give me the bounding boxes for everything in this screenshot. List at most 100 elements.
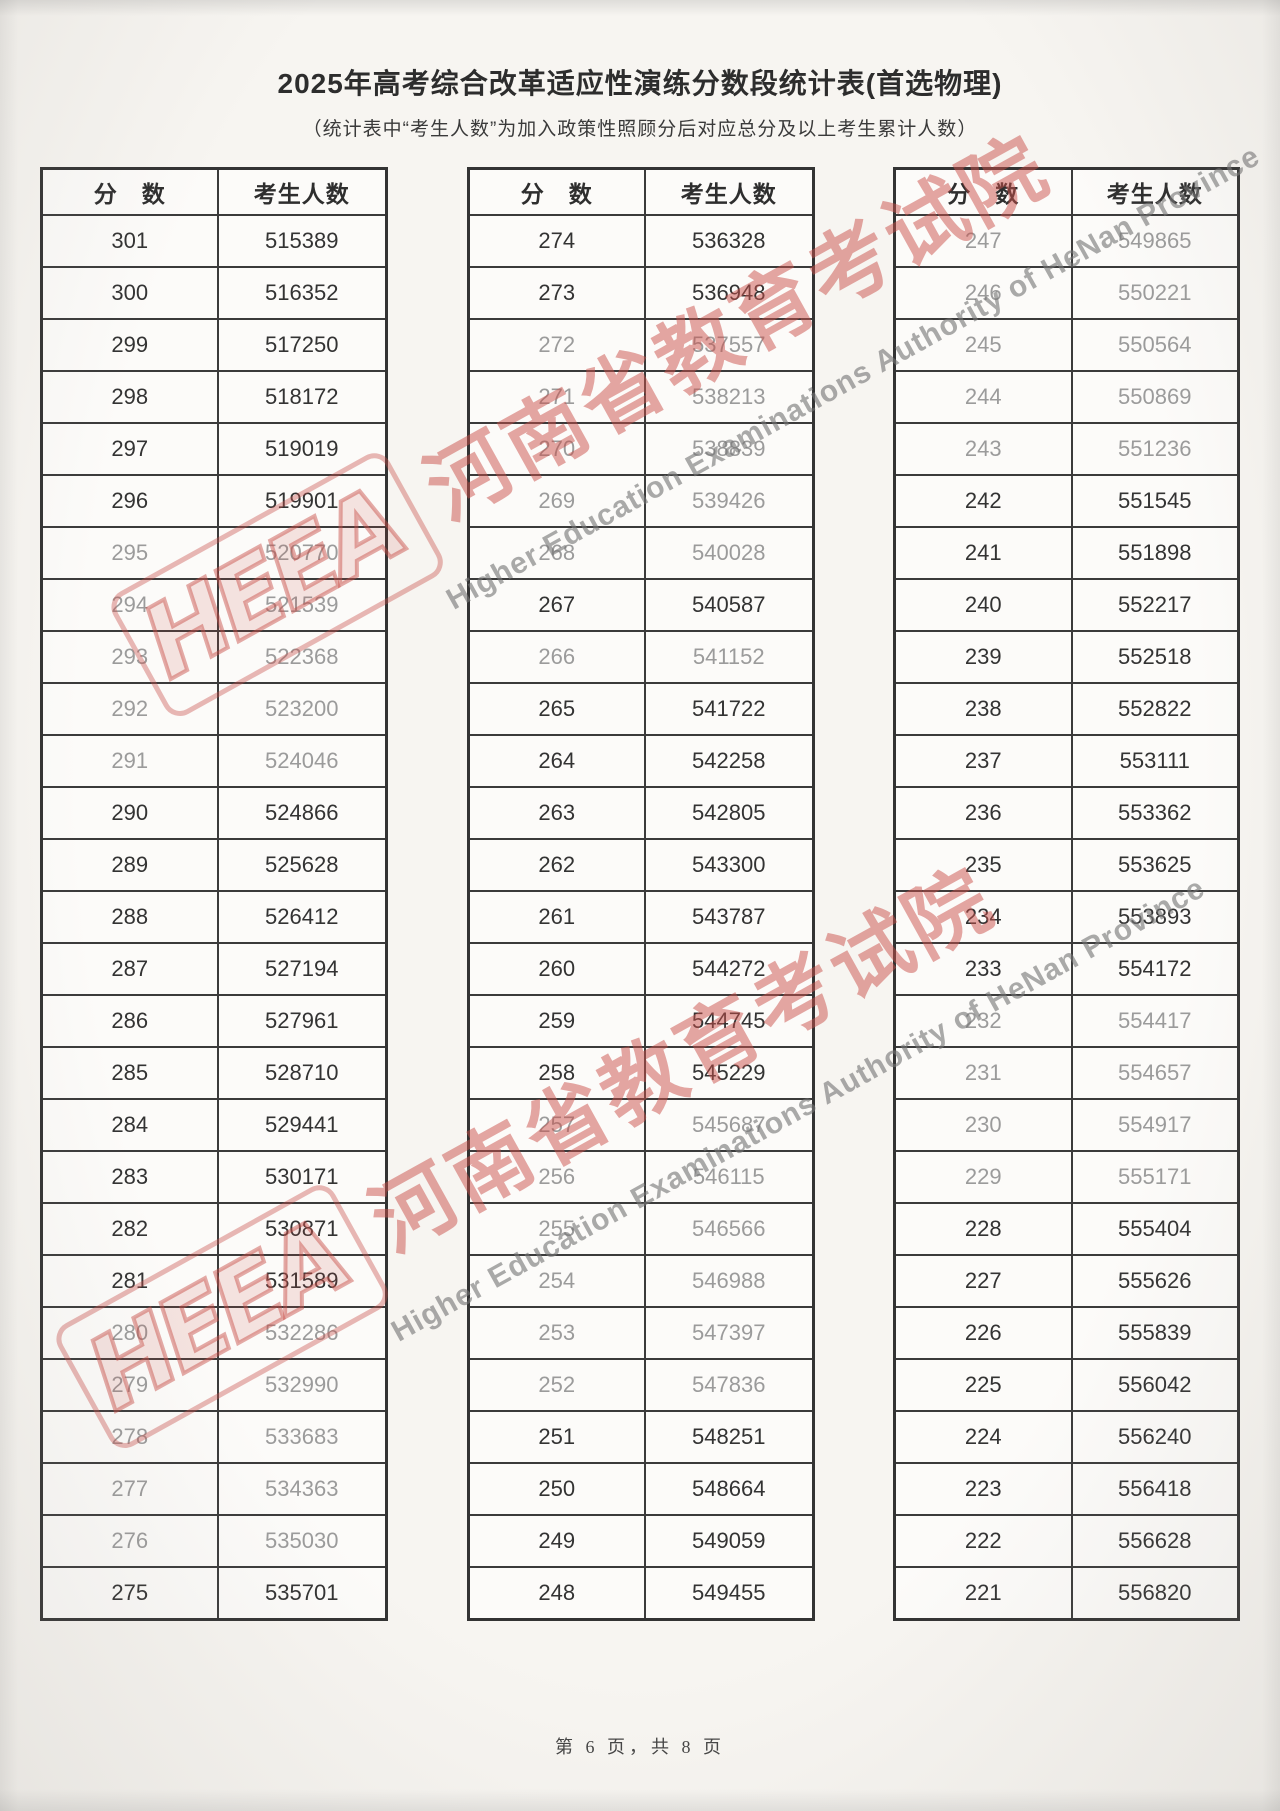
count-cell: 554417	[1070, 994, 1240, 1048]
score-cell: 228	[893, 1202, 1073, 1256]
table-row: 253 547397	[467, 1306, 815, 1360]
count-cell: 553111	[1070, 734, 1240, 788]
table-row: 274 536328	[467, 214, 815, 268]
count-cell: 523200	[216, 682, 388, 736]
count-cell: 545229	[643, 1046, 815, 1100]
score-cell: 288	[40, 890, 219, 944]
score-cell: 252	[467, 1358, 646, 1412]
score-table-2: 分 数 考生人数 274 536328 273 536948 272 537557 271 5…	[467, 167, 815, 1621]
count-cell: 534363	[216, 1462, 388, 1516]
count-cell: 550564	[1070, 318, 1240, 372]
count-cell: 519019	[216, 422, 388, 476]
table-row: 268 540028	[467, 526, 815, 580]
table-body: 247 549865 246 550221 245 550564 244 550869 243 5…	[893, 214, 1240, 1621]
score-cell: 279	[40, 1358, 219, 1412]
count-cell: 528710	[216, 1046, 388, 1100]
table-row: 238 552822	[893, 682, 1240, 736]
score-cell: 270	[467, 422, 646, 476]
count-cell: 556042	[1070, 1358, 1240, 1412]
score-cell: 263	[467, 786, 646, 840]
score-cell: 285	[40, 1046, 219, 1100]
count-cell: 551236	[1070, 422, 1240, 476]
table-row: 225 556042	[893, 1358, 1240, 1412]
score-cell: 299	[40, 318, 219, 372]
table-row: 292 523200	[40, 682, 388, 736]
count-cell: 554917	[1070, 1098, 1240, 1152]
table-row: 265 541722	[467, 682, 815, 736]
count-cell: 526412	[216, 890, 388, 944]
table-row: 252 547836	[467, 1358, 815, 1412]
score-cell: 234	[893, 890, 1073, 944]
count-cell: 516352	[216, 266, 388, 320]
score-cell: 251	[467, 1410, 646, 1464]
count-cell: 548664	[643, 1462, 815, 1516]
table-row: 221 556820	[893, 1566, 1240, 1621]
count-cell: 551545	[1070, 474, 1240, 528]
score-cell: 295	[40, 526, 219, 580]
table-row: 288 526412	[40, 890, 388, 944]
table-row: 286 527961	[40, 994, 388, 1048]
count-cell: 556418	[1070, 1462, 1240, 1516]
count-cell: 548251	[643, 1410, 815, 1464]
count-cell: 555839	[1070, 1306, 1240, 1360]
count-cell: 540028	[643, 526, 815, 580]
score-cell: 286	[40, 994, 219, 1048]
score-cell: 271	[467, 370, 646, 424]
table-row: 269 539426	[467, 474, 815, 528]
table-row: 240 552217	[893, 578, 1240, 632]
count-cell: 543300	[643, 838, 815, 892]
count-cell: 515389	[216, 214, 388, 268]
table-row: 246 550221	[893, 266, 1240, 320]
count-cell: 542805	[643, 786, 815, 840]
table-row: 281 531589	[40, 1254, 388, 1308]
table-row: 241 551898	[893, 526, 1240, 580]
table-row: 271 538213	[467, 370, 815, 424]
table-row: 242 551545	[893, 474, 1240, 528]
score-cell: 264	[467, 734, 646, 788]
count-cell: 547836	[643, 1358, 815, 1412]
score-cell: 280	[40, 1306, 219, 1360]
score-cell: 249	[467, 1514, 646, 1568]
table-row: 266 541152	[467, 630, 815, 684]
score-cell: 226	[893, 1306, 1073, 1360]
count-cell: 556240	[1070, 1410, 1240, 1464]
table-header: 分 数 考生人数	[40, 167, 388, 216]
table-row: 249 549059	[467, 1514, 815, 1568]
table-row: 237 553111	[893, 734, 1240, 788]
count-cell: 529441	[216, 1098, 388, 1152]
count-cell: 546988	[643, 1254, 815, 1308]
count-cell: 541722	[643, 682, 815, 736]
score-cell: 224	[893, 1410, 1073, 1464]
count-cell: 519901	[216, 474, 388, 528]
table-row: 277 534363	[40, 1462, 388, 1516]
table-header: 分 数 考生人数	[893, 167, 1240, 216]
score-cell: 289	[40, 838, 219, 892]
score-cell: 221	[893, 1566, 1073, 1621]
count-cell: 521539	[216, 578, 388, 632]
score-cell: 253	[467, 1306, 646, 1360]
score-cell: 267	[467, 578, 646, 632]
header-row: 分 数 考生人数	[40, 167, 388, 216]
table-row: 280 532286	[40, 1306, 388, 1360]
page-title: 2025年高考综合改革适应性演练分数段统计表(首选物理)	[277, 68, 1003, 99]
table-row: 294 521539	[40, 578, 388, 632]
score-cell: 240	[893, 578, 1073, 632]
count-cell: 530871	[216, 1202, 388, 1256]
score-cell: 272	[467, 318, 646, 372]
score-cell: 265	[467, 682, 646, 736]
score-cell: 291	[40, 734, 219, 788]
score-cell: 233	[893, 942, 1073, 996]
table-row: 300 516352	[40, 266, 388, 320]
count-cell: 554172	[1070, 942, 1240, 996]
count-cell: 549059	[643, 1514, 815, 1568]
table-row: 290 524866	[40, 786, 388, 840]
score-cell: 257	[467, 1098, 646, 1152]
score-cell: 301	[40, 214, 219, 268]
count-cell: 555626	[1070, 1254, 1240, 1308]
score-cell: 235	[893, 838, 1073, 892]
count-cell: 535030	[216, 1514, 388, 1568]
count-cell: 538213	[643, 370, 815, 424]
score-cell: 245	[893, 318, 1073, 372]
score-cell: 294	[40, 578, 219, 632]
table-row: 287 527194	[40, 942, 388, 996]
